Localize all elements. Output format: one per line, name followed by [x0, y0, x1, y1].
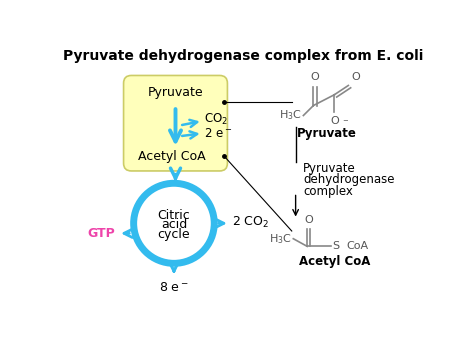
- Text: O: O: [330, 115, 339, 126]
- Text: Pyruvate: Pyruvate: [297, 127, 356, 140]
- Text: 8 e$^-$: 8 e$^-$: [159, 281, 189, 294]
- Text: Pyruvate: Pyruvate: [148, 86, 203, 99]
- Text: 2 e$^-$: 2 e$^-$: [204, 127, 232, 140]
- Text: CO$_2$: CO$_2$: [204, 112, 228, 127]
- Text: Acetyl CoA: Acetyl CoA: [138, 150, 205, 163]
- Text: O: O: [351, 72, 360, 82]
- Text: Acetyl CoA: Acetyl CoA: [299, 255, 370, 268]
- Text: S: S: [332, 241, 339, 251]
- Text: Pyruvate: Pyruvate: [303, 162, 356, 175]
- Text: Citric: Citric: [157, 209, 191, 222]
- Text: Pyruvate dehydrogenase complex from E. coli: Pyruvate dehydrogenase complex from E. c…: [63, 49, 423, 63]
- Text: O: O: [310, 72, 319, 82]
- Text: $^-$: $^-$: [341, 118, 349, 128]
- Text: H$_3$C: H$_3$C: [269, 232, 292, 246]
- Text: cycle: cycle: [158, 228, 190, 241]
- Text: CoA: CoA: [346, 241, 368, 251]
- Text: O: O: [304, 215, 313, 225]
- Text: 2 CO$_2$: 2 CO$_2$: [232, 215, 269, 230]
- Text: acid: acid: [161, 219, 187, 231]
- Text: dehydrogenase: dehydrogenase: [303, 173, 395, 186]
- Text: H$_3$C: H$_3$C: [279, 109, 302, 122]
- FancyBboxPatch shape: [124, 76, 228, 171]
- Text: complex: complex: [303, 185, 353, 198]
- Text: GTP: GTP: [87, 227, 115, 240]
